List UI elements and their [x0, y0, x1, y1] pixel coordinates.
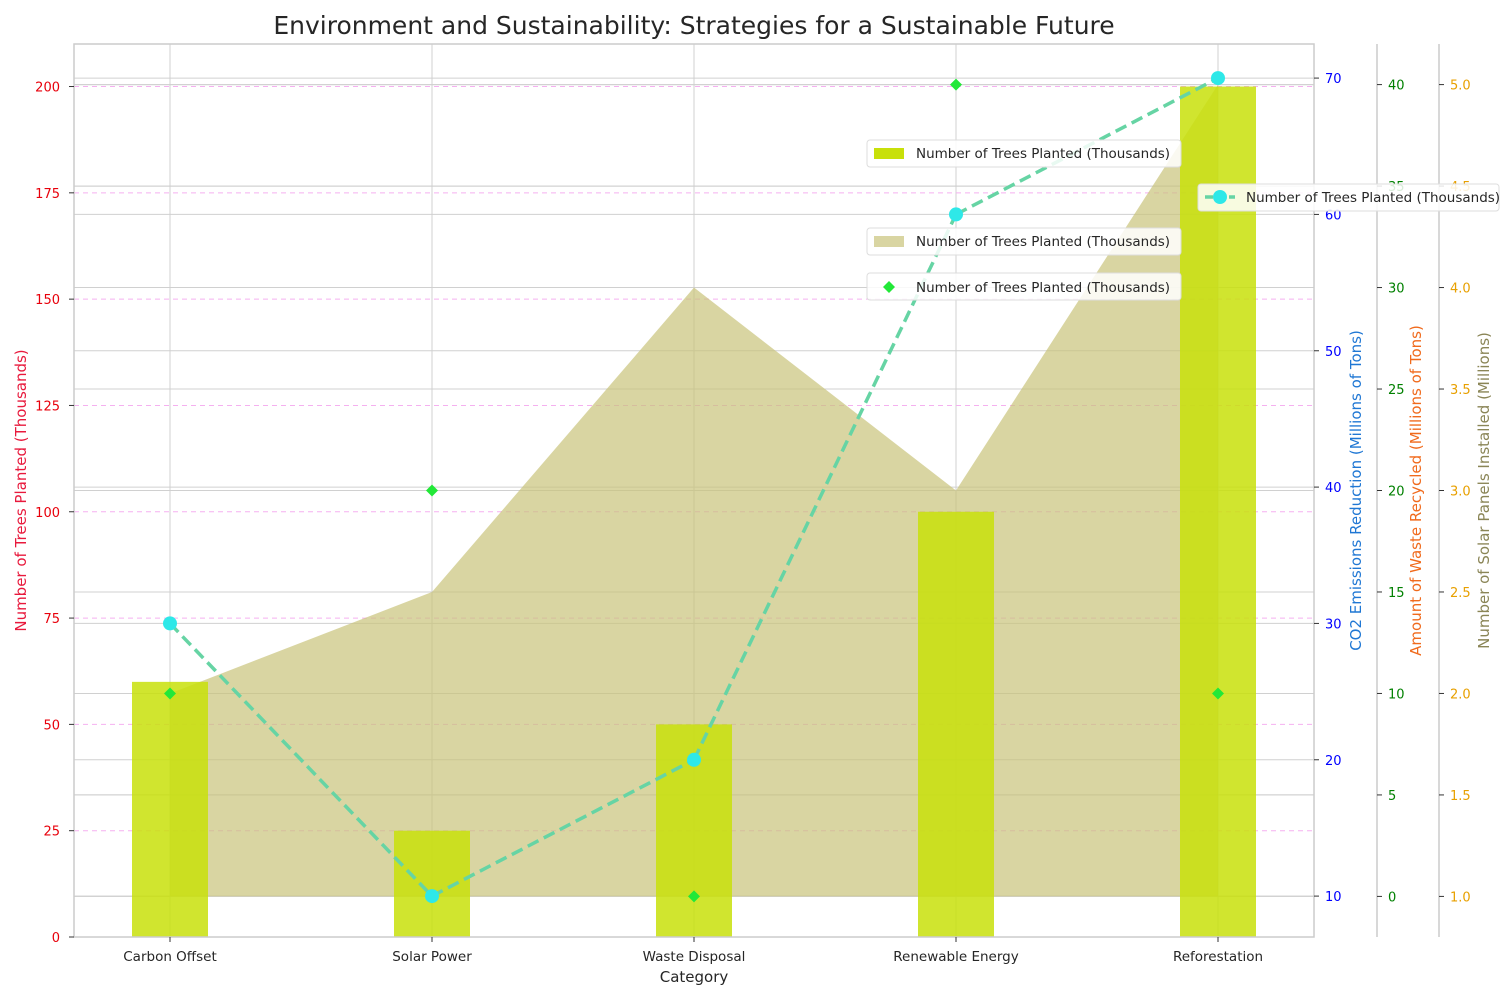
legend-swatch-bar [874, 148, 904, 159]
trees-tick-label-5: 125 [35, 399, 60, 414]
trees-tick-label-2: 50 [43, 718, 60, 733]
line-segment-0 [168, 622, 434, 898]
co2-axis-label: CO2 Emissions Reduction (Millions of Ton… [1347, 330, 1365, 651]
co2-tick-label-3: 40 [1325, 481, 1342, 496]
scatter-series [164, 78, 1224, 903]
legend-label-scatter: Number of Trees Planted (Thousands) [916, 280, 1170, 296]
scatter-point-2 [688, 890, 700, 903]
waste-tick-label-0: 0 [1388, 890, 1396, 905]
line-point-2 [687, 752, 701, 767]
x-tick-label-0: Carbon Offset [123, 949, 217, 965]
legend-bar-area-scatter: Number of Trees Planted (Thousands) Numbe… [866, 139, 1182, 301]
solar-tick-label-2: 2.0 [1450, 687, 1471, 702]
trees-tick-label-8: 200 [35, 81, 60, 96]
trees-tick-label-3: 75 [43, 612, 60, 627]
scatter-point-3 [950, 78, 962, 91]
co2-tick-label-6: 70 [1325, 72, 1342, 87]
solar-tick-label-0: 1.0 [1450, 890, 1471, 905]
trees-tick-label-7: 175 [35, 187, 60, 202]
legend-label-line: Number of Trees Planted (Thousands) [1246, 190, 1500, 206]
waste-tick-label-3: 15 [1388, 586, 1405, 601]
solar-tick-label-6: 4.0 [1450, 282, 1471, 297]
waste-tick-label-5: 25 [1388, 383, 1405, 398]
co2-tick-label-0: 10 [1325, 890, 1342, 905]
legend-box-bar [866, 139, 1182, 168]
trees-tick-label-4: 100 [35, 506, 60, 521]
scatter-point-4 [1212, 687, 1224, 700]
bar-0 [132, 681, 208, 937]
solar-tick-label-8: 5.0 [1450, 79, 1471, 94]
legend-swatch-area [874, 236, 904, 247]
co2-tick-label-5: 60 [1325, 208, 1342, 223]
line-segment-1 [431, 758, 695, 898]
waste-tick-label-4: 20 [1388, 485, 1405, 500]
line-point-3 [949, 207, 963, 222]
bar-3 [918, 511, 994, 937]
x-axis-label: Category [660, 968, 729, 986]
waste-axis-label: Amount of Waste Recycled (Millions of To… [1407, 325, 1425, 656]
line-point-4 [1211, 71, 1225, 86]
x-tick-label-1: Solar Power [392, 949, 472, 965]
solar-tick-label-5: 3.5 [1450, 383, 1471, 398]
waste-tick-label-8: 40 [1388, 79, 1405, 94]
co2-tick-label-2: 30 [1325, 617, 1342, 632]
x-tick-label-2: Waste Disposal [643, 949, 746, 965]
line-point-1 [425, 889, 439, 904]
solar-tick-label-3: 2.5 [1450, 586, 1471, 601]
trees-tick-label-1: 25 [43, 825, 60, 840]
legend-swatch-scatter [883, 281, 895, 293]
chart-title: Environment and Sustainability: Strategi… [273, 11, 1114, 40]
solar-tick-label-1: 1.5 [1450, 789, 1471, 804]
x-tick-label-4: Reforestation [1173, 949, 1263, 965]
trees-tick-label-6: 150 [35, 293, 60, 308]
x-tick-label-3: Renewable Energy [893, 949, 1018, 965]
legend-box-line [1197, 183, 1500, 212]
line-point-0 [163, 616, 177, 631]
legend-swatch-line-marker [1213, 190, 1227, 204]
line-segment-2 [692, 213, 958, 761]
co2-tick-label-1: 20 [1325, 754, 1342, 769]
waste-tick-label-2: 10 [1388, 687, 1405, 702]
waste-tick-label-6: 30 [1388, 282, 1405, 297]
waste-tick-label-1: 5 [1388, 789, 1396, 804]
legend-label-bar: Number of Trees Planted (Thousands) [916, 146, 1170, 162]
legend-box-area [866, 227, 1182, 256]
scatter-point-0 [164, 687, 176, 700]
legend-label-area: Number of Trees Planted (Thousands) [916, 234, 1170, 250]
legend-line: Number of Trees Planted (Thousands) [1197, 183, 1500, 212]
trees-axis-label: Number of Trees Planted (Thousands) [12, 349, 30, 631]
scatter-point-1 [426, 484, 438, 497]
bar-4 [1180, 86, 1256, 938]
solar-axis-label: Number of Solar Panels Installed (Millio… [1475, 332, 1493, 649]
solar-tick-label-4: 3.0 [1450, 485, 1471, 500]
trees-tick-label-0: 0 [52, 931, 60, 946]
co2-tick-label-4: 50 [1325, 345, 1342, 360]
legend-box-scatter [866, 272, 1182, 301]
